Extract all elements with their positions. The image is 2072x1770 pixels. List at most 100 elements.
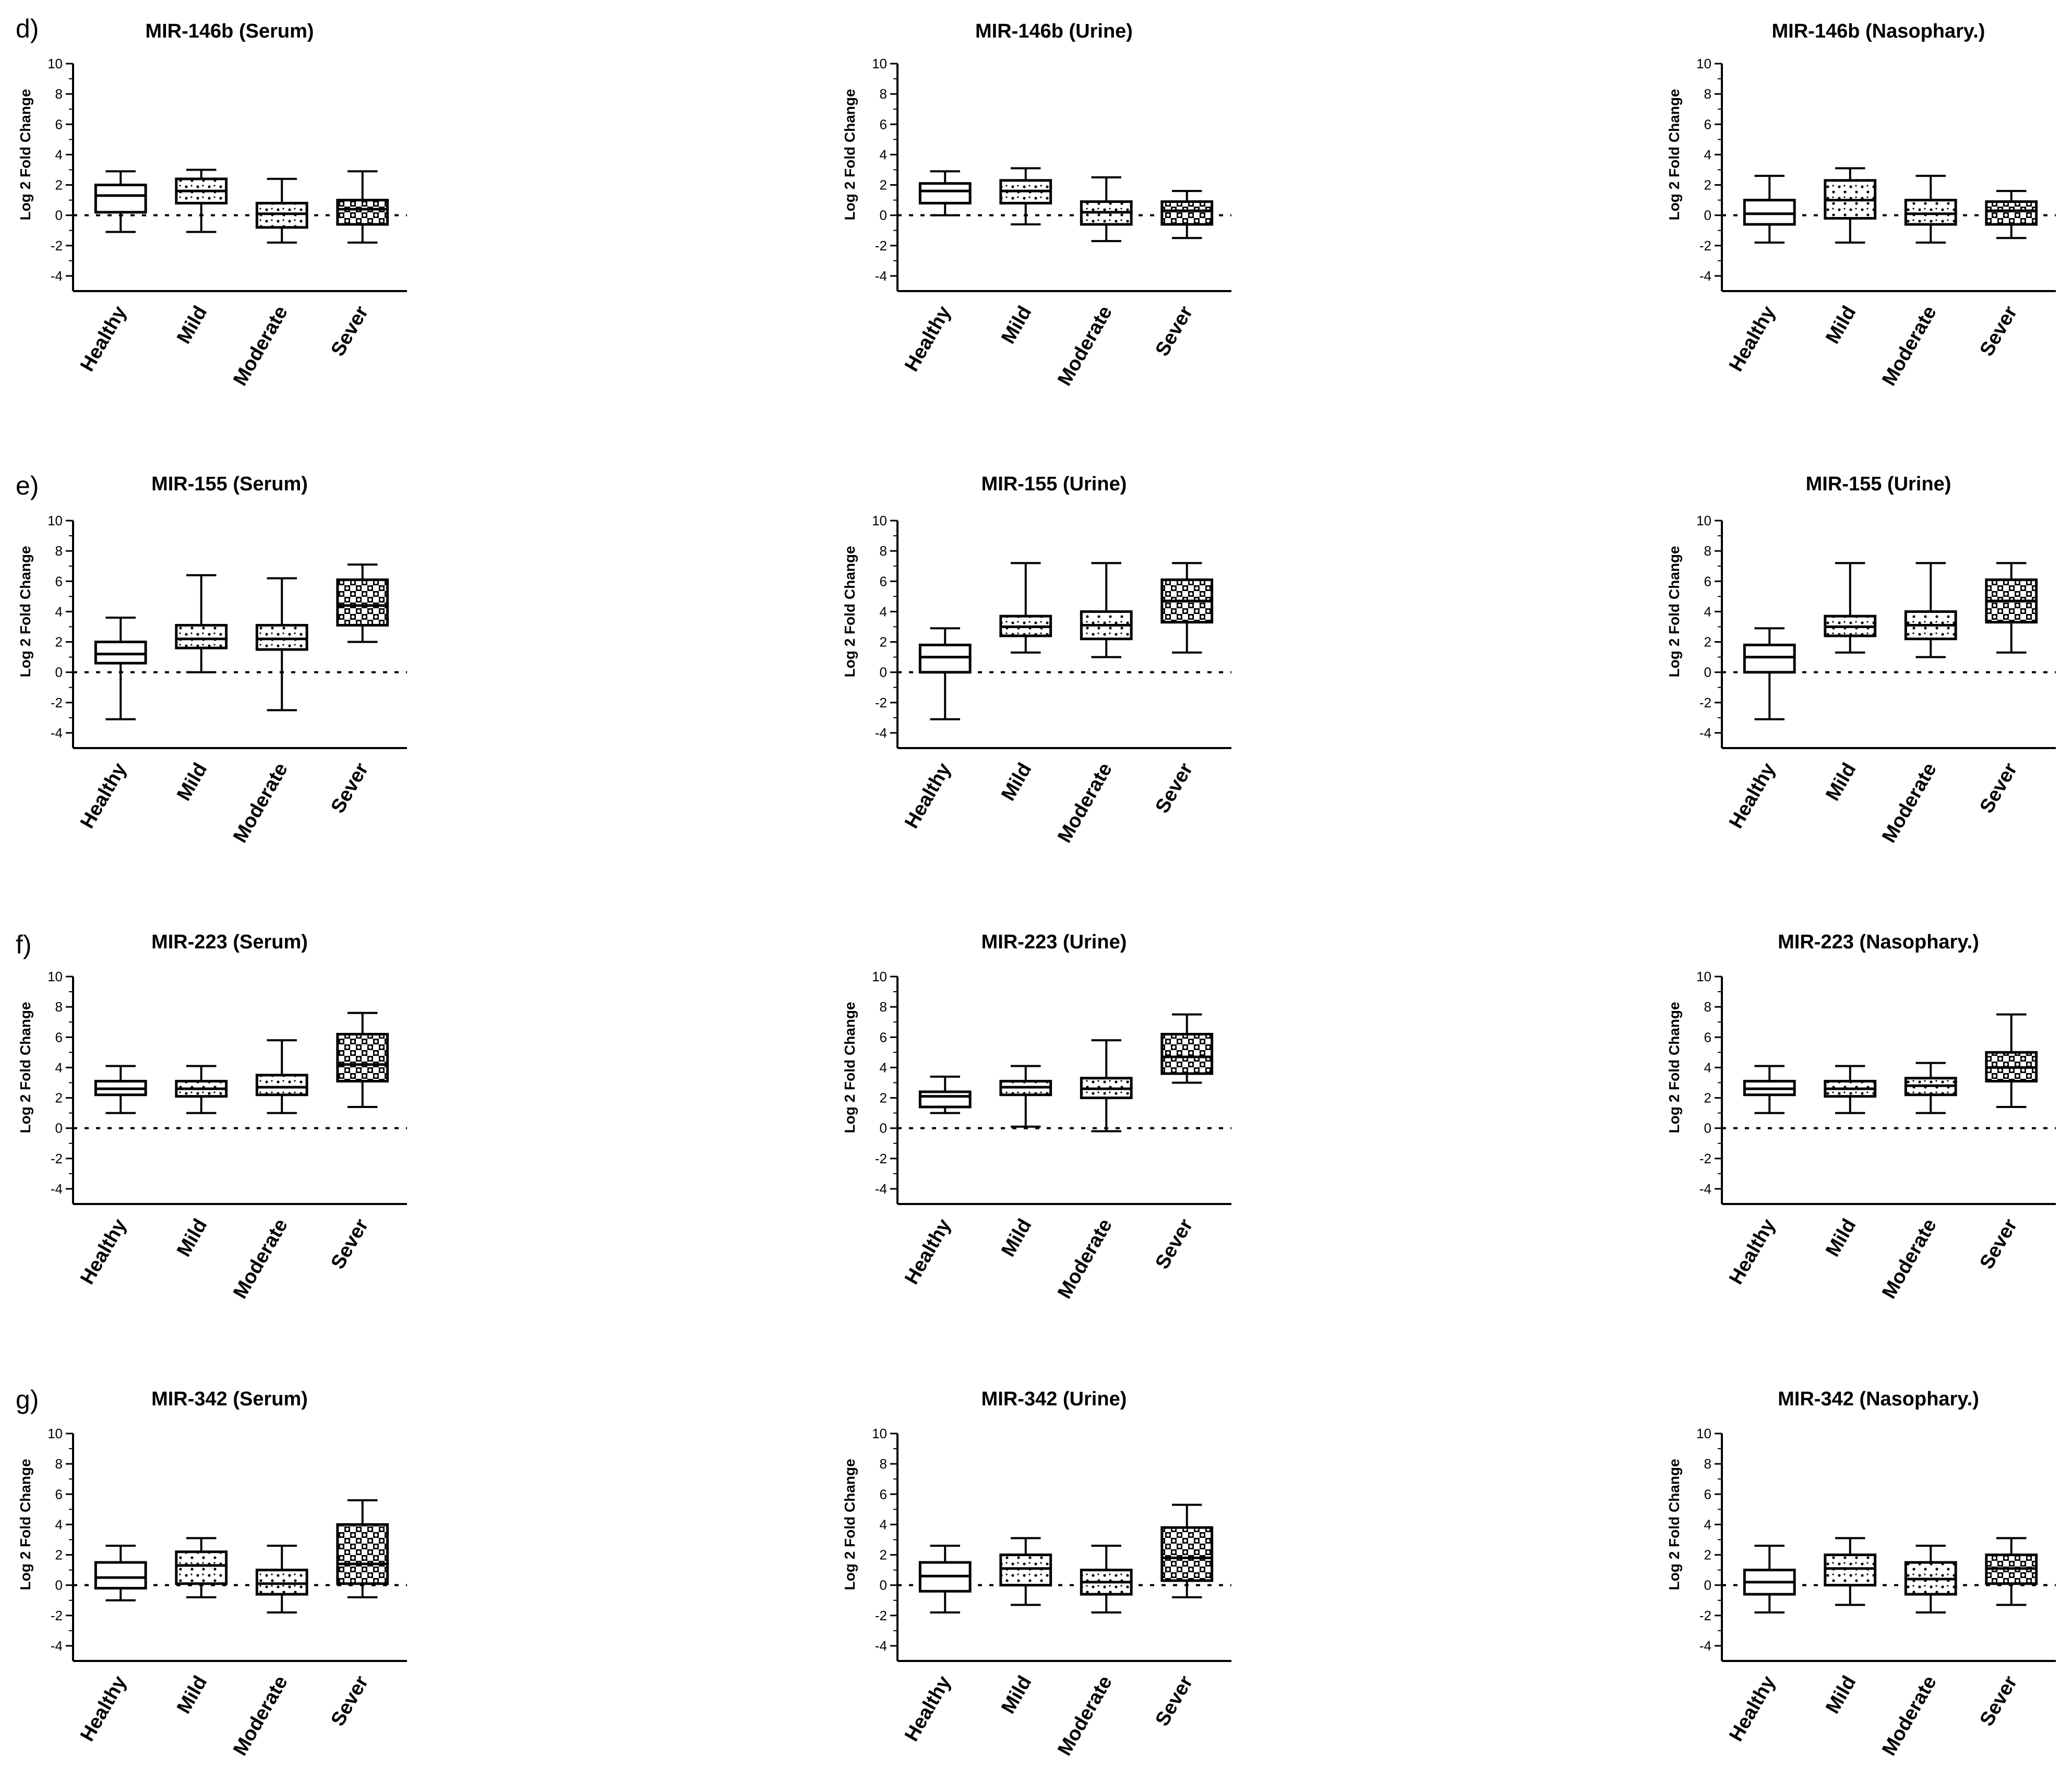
y-tick-label: -4 [51, 268, 63, 284]
box-healthy: Healthy [901, 627, 972, 832]
charts-root: d) MIR-146b (Serum) 10 8 6 4 2 0 -2 -4 Log 2 Fold … [16, 14, 2056, 1760]
y-tick-label: 0 [1704, 1578, 1711, 1593]
y-tick-label: 10 [872, 969, 887, 984]
y-tick-label: 6 [55, 1029, 63, 1045]
x-category-label: Moderate [1878, 303, 1941, 390]
x-category-label: Moderate [1878, 1672, 1941, 1760]
y-tick-label: -4 [1699, 268, 1711, 284]
y-tick-label: -2 [1699, 1608, 1711, 1623]
x-category-label: Sever [1151, 1215, 1197, 1273]
box-healthy: Healthy [1725, 175, 1796, 376]
y-tick-label: -4 [1699, 1638, 1711, 1654]
box-moderate: Moderate [1878, 1545, 1957, 1760]
y-tick-label: 4 [1704, 1516, 1711, 1532]
panel-letter: e) [16, 471, 39, 500]
y-tick-label: -2 [51, 1151, 63, 1166]
y-tick-label: 10 [1696, 969, 1711, 984]
y-tick-label: -4 [875, 1181, 887, 1197]
y-axis-label: Log 2 Fold Change [842, 89, 858, 220]
y-tick-label: -4 [51, 725, 63, 741]
x-category-label: Mild [1822, 760, 1860, 805]
x-category-label: Healthy [1725, 760, 1780, 833]
x-category-label: Healthy [76, 303, 131, 376]
x-category-label: Healthy [1725, 1672, 1780, 1745]
y-tick-label: 8 [55, 999, 63, 1015]
x-category-label: Moderate [1053, 303, 1117, 390]
y-tick-label: -2 [51, 695, 63, 711]
box-iqr [1743, 643, 1796, 674]
y-tick-label: 6 [55, 1486, 63, 1502]
y-tick-label: 2 [1704, 1090, 1711, 1106]
box-healthy: Healthy [1725, 1545, 1796, 1745]
box-iqr [1160, 1032, 1214, 1075]
chart-title: MIR-342 (Serum) [151, 1388, 308, 1410]
box-mild: Mild [173, 1065, 228, 1260]
box-iqr [255, 201, 308, 229]
y-tick-label: 6 [880, 1486, 887, 1502]
y-tick-label: -4 [1699, 725, 1711, 741]
y-tick-label: 0 [1704, 208, 1711, 223]
box-healthy: Healthy [901, 1075, 972, 1288]
x-category-label: Mild [997, 760, 1036, 805]
box-iqr [255, 624, 308, 651]
y-tick-label: 6 [880, 1029, 887, 1045]
x-category-label: Healthy [1725, 1215, 1780, 1289]
chart-title: MIR-146b (Nasophary.) [1772, 20, 1985, 42]
y-tick-label: -4 [875, 268, 887, 284]
box-mild: Mild [997, 1065, 1052, 1260]
box-iqr [1904, 199, 1957, 226]
y-tick-label: 2 [1704, 634, 1711, 650]
box-sever: Sever [1975, 562, 2038, 817]
box-iqr [1824, 1554, 1877, 1587]
x-category-label: Moderate [1053, 1215, 1117, 1303]
box-iqr [175, 1550, 228, 1585]
chart-title: MIR-342 (Urine) [981, 1388, 1127, 1410]
y-tick-label: 0 [55, 1121, 63, 1136]
box-healthy: Healthy [76, 617, 147, 833]
y-tick-label: 10 [1696, 513, 1711, 528]
y-tick-label: 10 [1696, 56, 1711, 71]
box-moderate: Moderate [229, 1039, 308, 1303]
box-mild: Mild [1822, 167, 1877, 347]
y-tick-label: 8 [55, 543, 63, 559]
x-category-label: Healthy [76, 760, 131, 833]
y-tick-label: 8 [880, 543, 887, 559]
y-axis-label: Log 2 Fold Change [17, 89, 33, 220]
x-category-label: Sever [1151, 759, 1197, 817]
y-tick-label: 4 [55, 1516, 63, 1532]
box-iqr [255, 1074, 308, 1097]
y-axis-label: Log 2 Fold Change [1666, 1002, 1682, 1133]
x-category-label: Mild [173, 760, 211, 805]
y-tick-label: 4 [55, 147, 63, 162]
chart-panel: MIR-342 (Nasophary.) 10 8 6 4 2 0 -2 -4 Log 2 Fol… [1666, 1388, 2056, 1760]
y-tick-label: 8 [1704, 543, 1711, 559]
box-sever: Sever [327, 563, 389, 817]
box-moderate: Moderate [1053, 1039, 1133, 1303]
box-mild: Mild [1822, 562, 1877, 805]
box-iqr [336, 1523, 389, 1585]
box-iqr [1160, 200, 1214, 226]
y-tick-label: 0 [880, 1121, 887, 1136]
chart-title: MIR-223 (Nasophary.) [1778, 931, 1979, 953]
box-sever: Sever [327, 1012, 389, 1273]
y-tick-label: -2 [1699, 1151, 1711, 1166]
y-tick-label: 6 [1704, 573, 1711, 589]
box-sever: Sever [327, 1499, 389, 1730]
y-tick-label: 10 [872, 1426, 887, 1441]
y-axis-label: Log 2 Fold Change [842, 1002, 858, 1133]
y-tick-label: 6 [1704, 116, 1711, 132]
y-tick-label: 8 [55, 1456, 63, 1472]
y-tick-label: -4 [51, 1638, 63, 1654]
box-iqr [336, 199, 389, 226]
y-axis-label: Log 2 Fold Change [1666, 89, 1682, 220]
box-mild: Mild [173, 1537, 228, 1717]
box-moderate: Moderate [1053, 562, 1133, 847]
x-category-label: Moderate [1053, 760, 1117, 847]
box-sever: Sever [1975, 1537, 2038, 1730]
x-category-label: Healthy [1725, 303, 1780, 376]
box-iqr [918, 643, 972, 674]
y-tick-label: 2 [55, 1090, 63, 1106]
y-tick-label: 4 [55, 1059, 63, 1075]
chart-title: MIR-155 (Urine) [981, 473, 1127, 495]
